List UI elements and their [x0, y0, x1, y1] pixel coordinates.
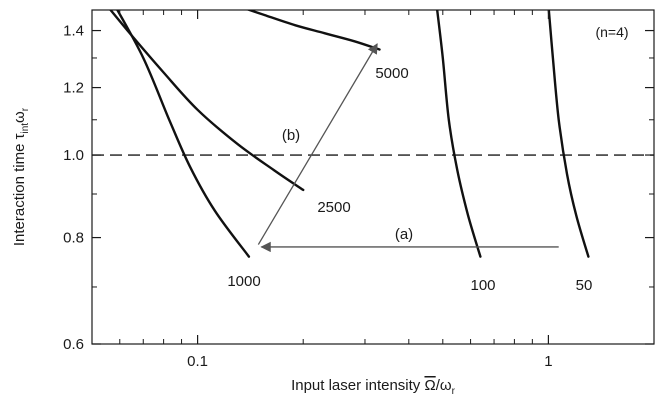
arrow-label-b: (b) [282, 127, 300, 144]
x-tick-label: 1 [544, 353, 552, 370]
y-tick-label: 1.4 [63, 23, 84, 40]
plot-frame [91, 9, 655, 345]
plot-area: 0.1 1 0.6 0.8 1.0 1.2 1.4 50 100 1000 2500 5000 (a)… [63, 9, 655, 370]
curve-label-100: 100 [470, 277, 495, 294]
arrow-b [257, 43, 378, 245]
x-axis-title: Input laser intensity Ω/ωr [291, 377, 456, 397]
y-tick-label: 0.8 [63, 230, 84, 247]
curve-100 [435, 10, 482, 258]
arrow-label-a: (a) [395, 226, 413, 243]
y-tick-label: 1.0 [63, 147, 84, 164]
corner-note: (n=4) [595, 24, 628, 40]
x-tick-label: 0.1 [187, 353, 208, 370]
curve-50 [547, 10, 590, 258]
y-axis-title: Interaction time τintωr [11, 107, 31, 246]
curve-label-50: 50 [576, 277, 593, 294]
y-tick-label: 0.6 [63, 336, 84, 353]
curve-label-2500: 2500 [317, 199, 350, 216]
curve-label-5000: 5000 [375, 65, 408, 82]
curve-2500 [109, 10, 305, 192]
curve-5000 [245, 10, 381, 51]
curve-1000 [115, 10, 251, 258]
curve-label-1000: 1000 [227, 273, 260, 290]
y-tick-label: 1.2 [63, 80, 84, 97]
